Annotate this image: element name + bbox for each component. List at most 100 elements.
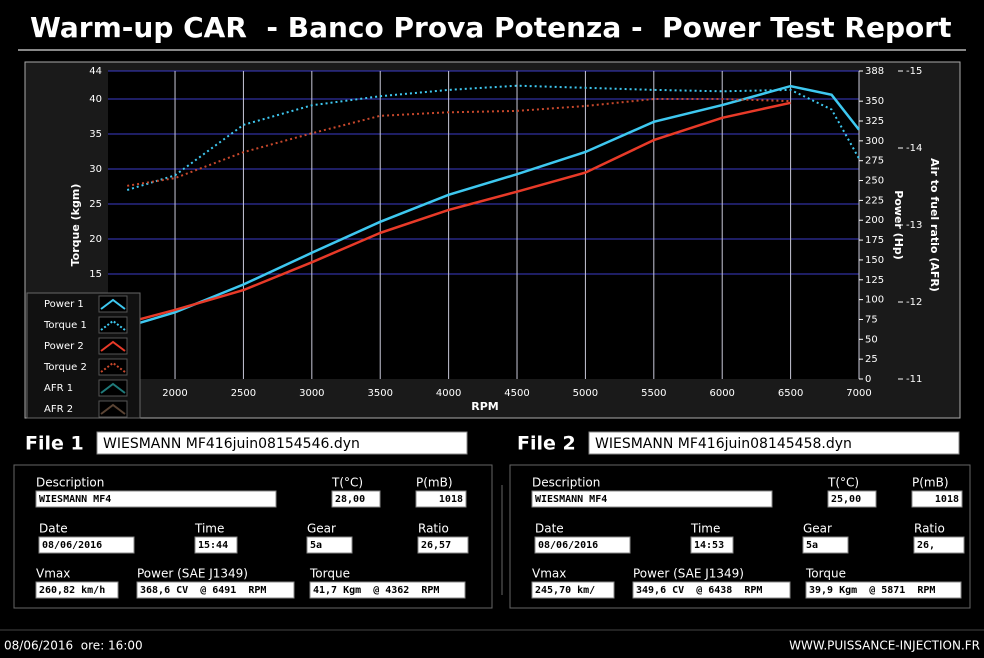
field-value: 41,7 Kgm @ 4362 RPM: [313, 585, 439, 596]
series-line: [126, 101, 791, 324]
legend-label: Torque 2: [43, 362, 87, 373]
y-tick-label: 30: [89, 164, 102, 175]
field-value: 08/06/2016: [42, 540, 102, 551]
field-box: [331, 490, 381, 508]
y2-tick-label: 350: [865, 96, 884, 107]
y2-tick-label: 100: [865, 295, 884, 306]
field-box: [38, 536, 135, 554]
y2-tick-label: 250: [865, 176, 884, 187]
y3-tick-label: -14: [906, 143, 922, 154]
field-label: Vmax: [36, 567, 70, 581]
legend-icon: [100, 403, 126, 415]
field-value: 26,: [917, 540, 935, 551]
field-value: 1018: [935, 494, 959, 505]
field-label: Gear: [307, 522, 336, 536]
field-box: [827, 490, 877, 508]
field-label: Torque: [805, 567, 846, 581]
x-tick-label: 6500: [778, 388, 803, 399]
x-tick-label: 5500: [641, 388, 666, 399]
footer-url: WWW.PUISSANCE-INJECTION.FR: [789, 639, 980, 653]
legend-swatch: [98, 379, 128, 397]
field-box: [911, 490, 963, 508]
legend-label: AFR 2: [44, 404, 73, 415]
field-box: [417, 536, 469, 554]
file-name: WIESMANN MF416juin08145458.dyn: [595, 436, 852, 452]
file-name: WIESMANN MF416juin08154546.dyn: [103, 436, 360, 452]
legend-label: Power 2: [44, 341, 84, 352]
x-axis-label: RPM: [471, 400, 498, 413]
y2-tick-label: 325: [865, 116, 884, 127]
field-box: [913, 536, 965, 554]
field-label: P(mB): [912, 476, 949, 490]
field-value: 39,9 Kgm @ 5871 RPM: [809, 585, 935, 596]
field-value: 14:53: [694, 540, 724, 551]
field-box: [632, 581, 791, 599]
field-label: Power (SAE J1349): [137, 567, 248, 581]
field-value: WIESMANN MF4: [39, 494, 111, 505]
title: Warm-up CAR - Banco Prova Potenza - Powe…: [30, 11, 951, 44]
y3-axis-label: Air to fuel ratio (AFR): [928, 158, 941, 292]
legend-icon: [100, 319, 126, 331]
field-label: Description: [532, 476, 600, 490]
field-label: Vmax: [532, 567, 566, 581]
y3-tick-label: -13: [906, 220, 922, 231]
x-tick-label: 2500: [231, 388, 256, 399]
legend-label: Torque 1: [43, 320, 87, 331]
y2-tick-label: 150: [865, 255, 884, 266]
y-tick-label: 40: [89, 94, 102, 105]
y-tick-label: 35: [89, 129, 102, 140]
y2-tick-label: 225: [865, 195, 884, 206]
legend-swatch: [98, 295, 128, 313]
y2-tick-label: 25: [865, 354, 878, 365]
field-label: Ratio: [914, 522, 945, 536]
field-value: 368,6 CV @ 6491 RPM: [140, 585, 266, 596]
legend-box: [26, 292, 141, 419]
x-tick-label: 5000: [573, 388, 598, 399]
field-box: [136, 581, 295, 599]
legend-icon: [100, 298, 126, 310]
y2-tick-label: 0: [865, 374, 871, 385]
field-value: 26,57: [421, 540, 451, 551]
field-label: Gear: [803, 522, 832, 536]
field-value: WIESMANN MF4: [535, 494, 607, 505]
field-value: 349,6 CV @ 6438 RPM: [636, 585, 762, 596]
x-tick-label: 6000: [709, 388, 734, 399]
x-tick-label: 4000: [436, 388, 461, 399]
legend-label: AFR 1: [44, 383, 73, 394]
field-label: P(mB): [416, 476, 453, 490]
file-name-box: [96, 431, 468, 455]
field-value: 5a: [310, 540, 322, 551]
legend-swatch: [98, 358, 128, 376]
field-box: [309, 581, 466, 599]
y2-tick-label: 388: [865, 66, 884, 77]
field-box: [802, 536, 849, 554]
legend-icon: [100, 361, 126, 373]
field-box: [35, 581, 119, 599]
y-tick-label: 25: [89, 199, 102, 210]
field-box: [35, 490, 277, 508]
x-tick-label: 7000: [846, 388, 871, 399]
y2-tick-label: 50: [865, 334, 878, 345]
plot-area: [108, 71, 859, 379]
field-box: [805, 581, 962, 599]
x-tick-label: 3000: [299, 388, 324, 399]
field-box: [306, 536, 353, 554]
field-label: Power (SAE J1349): [633, 567, 744, 581]
field-value: 25,00: [831, 494, 861, 505]
x-tick-label: 3500: [367, 388, 392, 399]
y3-tick-label: -11: [906, 374, 922, 385]
series-line: [126, 84, 860, 328]
x-tick-label: 4500: [504, 388, 529, 399]
y2-tick-label: 200: [865, 215, 884, 226]
field-value: 5a: [806, 540, 818, 551]
field-label: T(°C): [827, 476, 859, 490]
legend-icon: [100, 340, 126, 352]
field-label: Time: [194, 522, 224, 536]
field-label: Description: [36, 476, 104, 490]
field-value: 245,70 km/: [535, 585, 595, 596]
field-box: [531, 581, 615, 599]
series-line: [126, 84, 860, 191]
field-label: Ratio: [418, 522, 449, 536]
legend-swatch: [98, 337, 128, 355]
